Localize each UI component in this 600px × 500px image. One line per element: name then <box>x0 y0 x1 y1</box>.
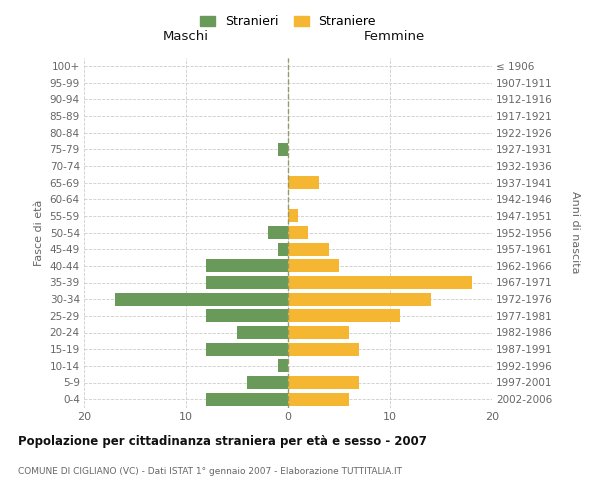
Text: Maschi: Maschi <box>163 30 209 44</box>
Bar <box>288 292 431 306</box>
Bar <box>115 292 288 306</box>
Y-axis label: Anni di nascita: Anni di nascita <box>569 191 580 274</box>
Bar <box>206 310 288 322</box>
Bar <box>278 242 288 256</box>
Bar <box>206 392 288 406</box>
Bar <box>288 326 349 339</box>
Y-axis label: Fasce di età: Fasce di età <box>34 200 44 266</box>
Bar <box>288 376 359 389</box>
Bar <box>288 342 359 355</box>
Bar <box>278 142 288 156</box>
Bar <box>288 276 472 289</box>
Bar <box>206 342 288 355</box>
Legend: Stranieri, Straniere: Stranieri, Straniere <box>196 12 380 32</box>
Bar <box>288 392 349 406</box>
Bar <box>288 210 298 222</box>
Bar <box>268 226 288 239</box>
Text: Femmine: Femmine <box>364 30 425 44</box>
Bar <box>237 326 288 339</box>
Bar <box>288 176 319 189</box>
Bar <box>288 242 329 256</box>
Bar <box>288 310 400 322</box>
Bar <box>278 360 288 372</box>
Bar <box>206 260 288 272</box>
Bar <box>288 260 339 272</box>
Text: COMUNE DI CIGLIANO (VC) - Dati ISTAT 1° gennaio 2007 - Elaborazione TUTTITALIA.I: COMUNE DI CIGLIANO (VC) - Dati ISTAT 1° … <box>18 468 402 476</box>
Text: Popolazione per cittadinanza straniera per età e sesso - 2007: Popolazione per cittadinanza straniera p… <box>18 435 427 448</box>
Bar <box>247 376 288 389</box>
Bar <box>206 276 288 289</box>
Bar <box>288 226 308 239</box>
